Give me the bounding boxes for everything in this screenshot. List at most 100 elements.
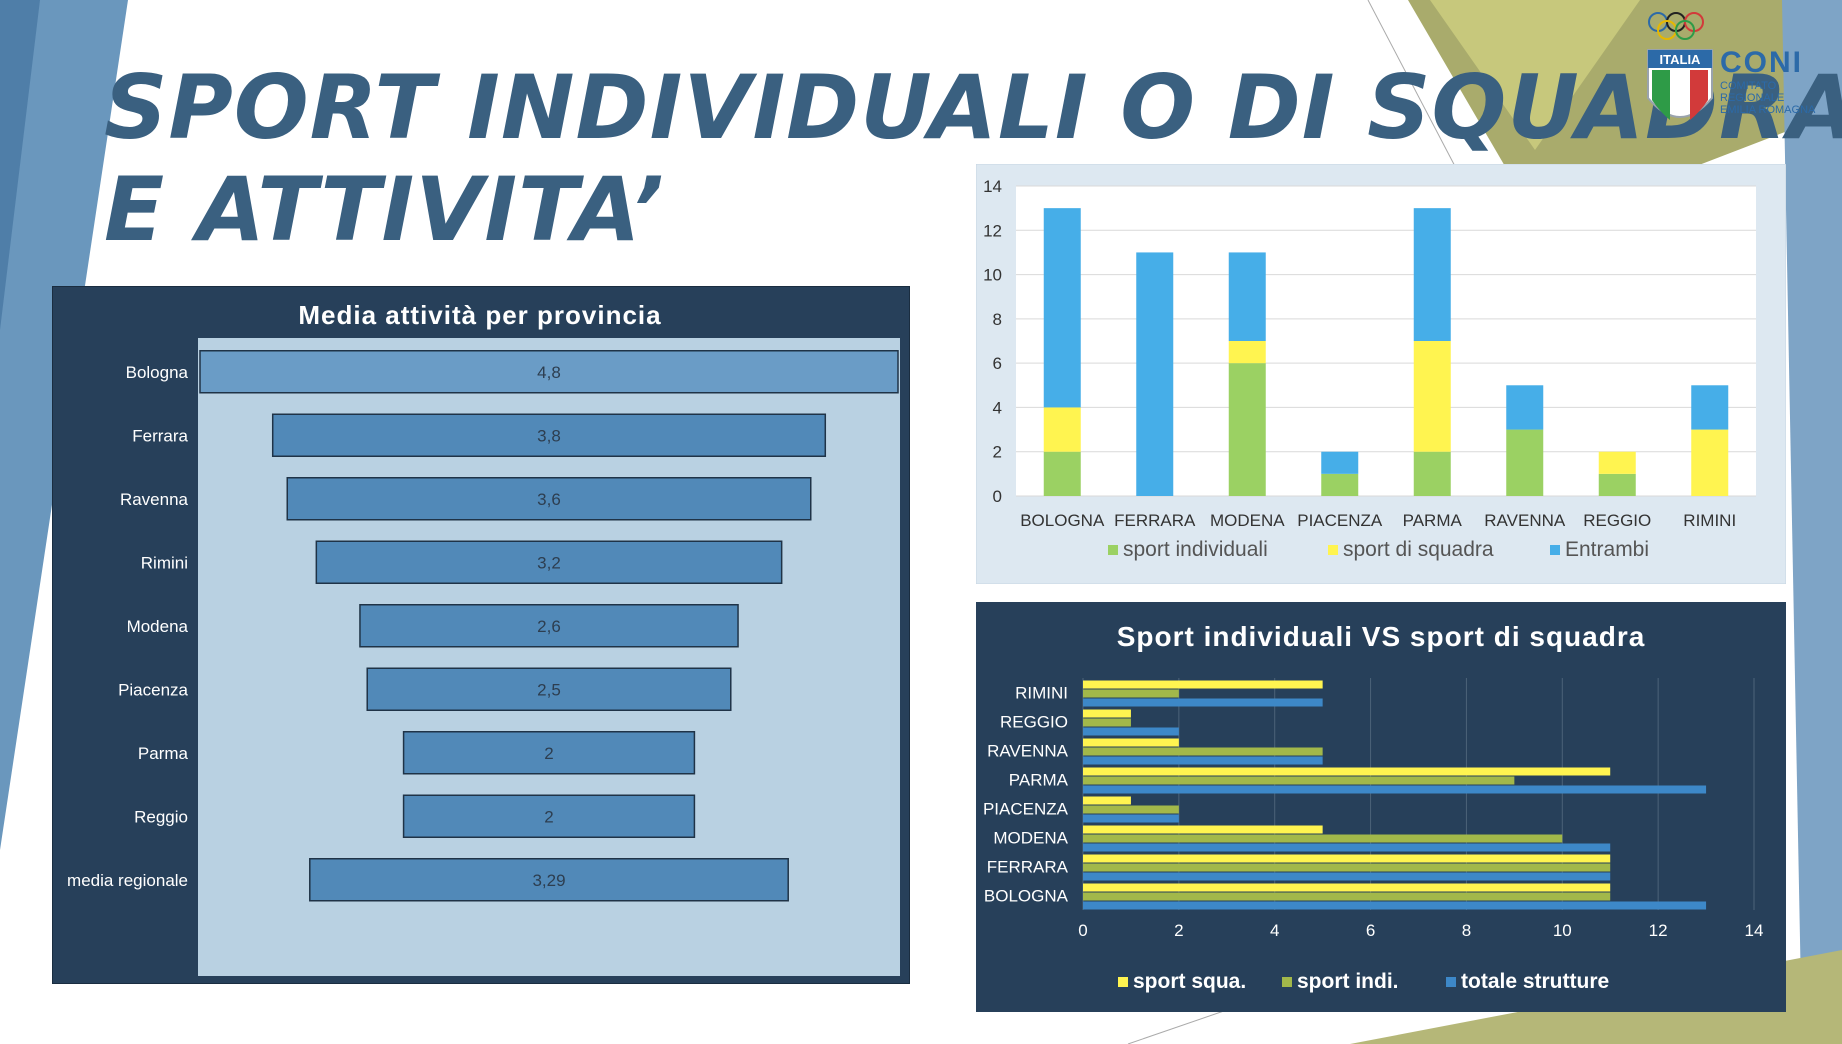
data-label: 2,5 — [537, 680, 561, 699]
y-tick-label: 2 — [993, 443, 1002, 462]
bar-segment — [1321, 451, 1359, 474]
bar-segment — [1691, 429, 1729, 496]
legend-label: sport di squadra — [1343, 538, 1494, 561]
stacked-column-chart: 0 2 4 6 8 10 12 14 BOLOGNA FERRARA MODENA PIACENZA… — [976, 164, 1786, 584]
legend-swatch — [1328, 545, 1338, 555]
category-label: Reggio — [134, 807, 188, 826]
legend-swatch — [1282, 977, 1292, 987]
italia-badge-text: ITALIA — [1660, 52, 1702, 67]
y-tick-label: 8 — [993, 310, 1002, 329]
bar-segment — [1228, 341, 1266, 364]
bar — [1083, 727, 1179, 736]
slide-title-line-1: SPORT INDIVIDUALI O DI SQUADRA — [104, 56, 1842, 159]
bar-segment — [1598, 451, 1636, 474]
data-label: 3,8 — [537, 426, 561, 445]
category-label: PIACENZA — [983, 800, 1069, 819]
y-tick-label: 14 — [983, 177, 1002, 196]
legend-swatch — [1108, 545, 1118, 555]
bar — [1083, 785, 1707, 794]
data-label: 2,6 — [537, 617, 561, 636]
legend-label: sport individuali — [1123, 538, 1268, 561]
x-tick-label: 2 — [1174, 921, 1183, 940]
coni-logo-subtitle: EMILIA ROMAGNA — [1720, 104, 1816, 116]
legend-label: totale strutture — [1461, 970, 1609, 993]
bar-segment — [1321, 473, 1359, 496]
bar — [1083, 680, 1323, 689]
olympic-rings-icon — [1648, 12, 1704, 40]
bar — [1083, 854, 1611, 863]
category-label: MODENA — [993, 829, 1068, 848]
category-label: Ravenna — [120, 490, 189, 509]
x-tick-label: BOLOGNA — [1020, 511, 1105, 530]
x-tick-label: 4 — [1270, 921, 1279, 940]
category-label: Modena — [127, 617, 189, 636]
category-label: RAVENNA — [987, 742, 1069, 761]
bar-segment — [1506, 385, 1544, 430]
x-tick-label: PARMA — [1403, 511, 1463, 530]
bar-segment — [1506, 429, 1544, 496]
bar-segment — [1043, 407, 1081, 452]
bar — [402, 794, 696, 838]
bar-segment — [1228, 363, 1266, 496]
x-tick-label: RIMINI — [1683, 511, 1736, 530]
bar — [359, 604, 739, 648]
x-tick-label: 0 — [1078, 921, 1087, 940]
bar-segment — [1413, 208, 1451, 341]
category-label: FERRARA — [987, 858, 1069, 877]
legend-label: sport squa. — [1133, 970, 1246, 993]
chart-title: Sport individuali VS sport di squadra — [1117, 621, 1646, 652]
legend-swatch — [1550, 545, 1560, 555]
y-tick-label: 6 — [993, 354, 1002, 373]
bar — [315, 540, 783, 584]
chart-title: Media attività per provincia — [298, 300, 661, 330]
bar-segment — [1691, 385, 1729, 430]
category-label: Parma — [138, 744, 189, 763]
bar-segment — [1413, 451, 1451, 496]
grouped-bar-chart: Sport individuali VS sport di squadra 0 2… — [976, 602, 1786, 1012]
category-label: media regionale — [67, 871, 188, 890]
legend-label: sport indi. — [1297, 970, 1399, 993]
bar — [1083, 776, 1515, 785]
bar — [199, 350, 899, 394]
bar — [1083, 901, 1707, 910]
bar-segment — [1228, 252, 1266, 341]
category-label: RIMINI — [1015, 684, 1068, 703]
data-label: 3,29 — [532, 871, 565, 890]
x-tick-label: RAVENNA — [1484, 511, 1566, 530]
top-right-green-shape — [1430, 0, 1640, 150]
bar — [1083, 814, 1179, 823]
x-tick-label: PIACENZA — [1297, 511, 1383, 530]
y-tick-label: 4 — [993, 398, 1002, 417]
bar — [271, 413, 827, 457]
bar — [1083, 834, 1563, 843]
bar — [1083, 892, 1611, 901]
x-tick-label: 12 — [1649, 921, 1668, 940]
category-label: PARMA — [1009, 771, 1069, 790]
x-tick-label: FERRARA — [1114, 511, 1196, 530]
bar — [1083, 843, 1611, 852]
bar — [1083, 709, 1131, 718]
bar-segment — [1413, 341, 1451, 452]
bar-segment — [1136, 252, 1174, 496]
legend-swatch — [1446, 977, 1456, 987]
y-tick-label: 10 — [983, 266, 1002, 285]
italia-shield-icon: ITALIA — [1647, 49, 1713, 120]
legend-swatch — [1118, 977, 1128, 987]
bar — [1083, 718, 1131, 727]
slide-title-line-2: E ATTIVITA’ — [104, 158, 665, 261]
bar-segment — [1043, 208, 1081, 408]
category-label: Bologna — [126, 363, 189, 382]
bar-segment — [1043, 451, 1081, 496]
bar — [1083, 872, 1611, 881]
coni-logo: ITALIA — [1647, 12, 1713, 120]
bar — [402, 731, 696, 775]
coni-logo-subtitle: REGIONALE — [1720, 92, 1785, 104]
bar — [1083, 805, 1179, 814]
x-tick-label: 10 — [1553, 921, 1572, 940]
bar — [1083, 756, 1323, 765]
data-label: 3,2 — [537, 553, 561, 572]
bar — [1083, 825, 1323, 834]
data-label: 2 — [544, 744, 553, 763]
